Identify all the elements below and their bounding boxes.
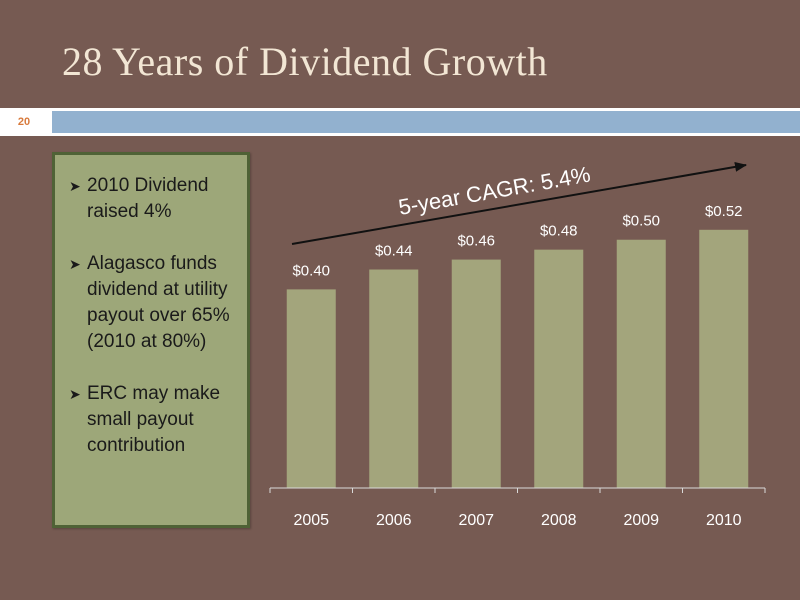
bar-2010 bbox=[699, 229, 749, 489]
bullet-text: Alagasco funds dividend at utility payou… bbox=[87, 253, 230, 352]
x-tick-label-2006: 2006 bbox=[376, 512, 412, 529]
title-divider-bar bbox=[52, 111, 800, 133]
data-label-2006: $0.44 bbox=[375, 243, 413, 260]
bullet-text: 2010 Dividend raised 4% bbox=[87, 175, 209, 222]
x-tick-label-2010: 2010 bbox=[706, 512, 742, 529]
bar-2009 bbox=[616, 239, 666, 488]
arrow-bullet-icon: ➤ bbox=[69, 178, 81, 194]
bullet-item: ➤ ERC may make small payout contribution bbox=[69, 381, 237, 459]
bar-2008 bbox=[534, 249, 584, 488]
x-tick-label-2008: 2008 bbox=[541, 512, 577, 529]
bar-2006 bbox=[369, 269, 419, 488]
bullet-item: ➤ Alagasco funds dividend at utility pay… bbox=[69, 251, 237, 355]
data-label-2009: $0.50 bbox=[622, 213, 660, 230]
bullet-box: ➤ 2010 Dividend raised 4% ➤ Alagasco fun… bbox=[52, 152, 250, 528]
arrow-bullet-icon: ➤ bbox=[69, 256, 81, 272]
x-tick-label-2009: 2009 bbox=[623, 512, 659, 529]
data-label-2007: $0.46 bbox=[457, 233, 495, 250]
bullet-text: ERC may make small payout contribution bbox=[87, 383, 221, 456]
bar-2005 bbox=[286, 289, 336, 488]
data-label-2005: $0.40 bbox=[292, 262, 330, 279]
slide-number: 20 bbox=[0, 111, 48, 133]
slide-title: 28 Years of Dividend Growth bbox=[62, 39, 548, 84]
cagr-annotation: 5-year CAGR: 5.4% bbox=[397, 162, 593, 220]
bullet-item: ➤ 2010 Dividend raised 4% bbox=[69, 173, 237, 225]
cagr-arrow bbox=[291, 161, 747, 245]
arrow-bullet-icon: ➤ bbox=[69, 386, 81, 402]
x-tick-label-2005: 2005 bbox=[293, 512, 329, 529]
bar-2007 bbox=[451, 259, 501, 488]
data-label-2008: $0.48 bbox=[540, 223, 578, 240]
x-tick-label-2007: 2007 bbox=[458, 512, 494, 529]
data-label-2010: $0.52 bbox=[705, 203, 743, 220]
